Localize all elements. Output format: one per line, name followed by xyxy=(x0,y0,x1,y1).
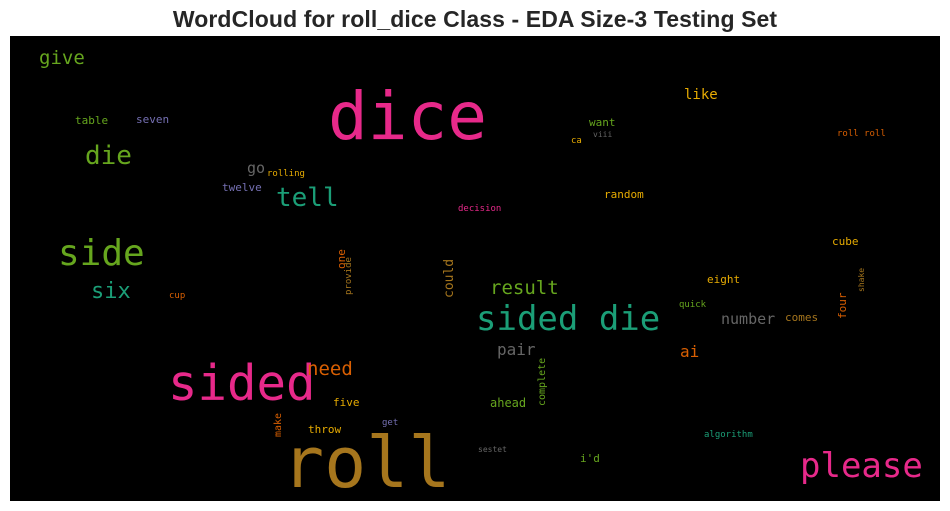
word-cloud: dice roll sided sided die please side di… xyxy=(10,36,940,501)
word-seven: seven xyxy=(136,113,170,126)
word-die: die xyxy=(85,141,132,171)
word-give: give xyxy=(39,47,85,69)
word-sided: sided xyxy=(168,355,316,412)
word-five: five xyxy=(333,396,360,409)
word-number: number xyxy=(721,310,776,328)
word-ahead: ahead xyxy=(490,396,527,410)
word-tell: tell xyxy=(276,183,339,213)
word-get: get xyxy=(382,418,399,428)
word-quick: quick xyxy=(679,300,707,310)
word-comes: comes xyxy=(785,311,819,324)
word-six: six xyxy=(91,279,131,304)
word-cube: cube xyxy=(832,235,859,248)
word-roll: roll xyxy=(282,422,451,501)
word-cup: cup xyxy=(169,291,186,301)
word-sestet: sestet xyxy=(478,445,507,454)
word-id: i'd xyxy=(580,452,600,465)
word-sided-die: sided die xyxy=(476,299,661,339)
word-provide: provide xyxy=(344,257,354,295)
word-pair: pair xyxy=(497,340,536,359)
word-complete: complete xyxy=(537,357,548,406)
word-decision: decision xyxy=(458,204,502,214)
word-table: table xyxy=(75,114,109,127)
word-viii: viii xyxy=(593,130,613,139)
word-eight: eight xyxy=(707,273,741,286)
word-dice: dice xyxy=(328,78,487,155)
word-throw: throw xyxy=(308,423,342,436)
chart-title: WordCloud for roll_dice Class - EDA Size… xyxy=(172,6,778,32)
word-need: need xyxy=(307,358,353,380)
word-roll-roll: roll roll xyxy=(837,129,886,139)
word-result: result xyxy=(490,277,559,299)
word-please: please xyxy=(800,446,923,486)
word-want: want xyxy=(589,116,616,129)
word-make: make xyxy=(273,412,284,437)
word-twelve: twelve xyxy=(222,181,262,194)
word-rolling: rolling xyxy=(267,169,305,179)
word-ai: ai xyxy=(680,342,700,361)
word-algorithm: algorithm xyxy=(704,430,753,440)
word-four: four xyxy=(836,292,849,320)
word-like: like xyxy=(684,87,718,103)
word-ca: ca xyxy=(571,136,582,146)
word-side: side xyxy=(58,233,145,274)
word-go: go xyxy=(247,159,266,177)
word-shake: shake xyxy=(857,267,866,292)
word-could: could xyxy=(442,258,457,298)
word-random: random xyxy=(604,188,644,201)
